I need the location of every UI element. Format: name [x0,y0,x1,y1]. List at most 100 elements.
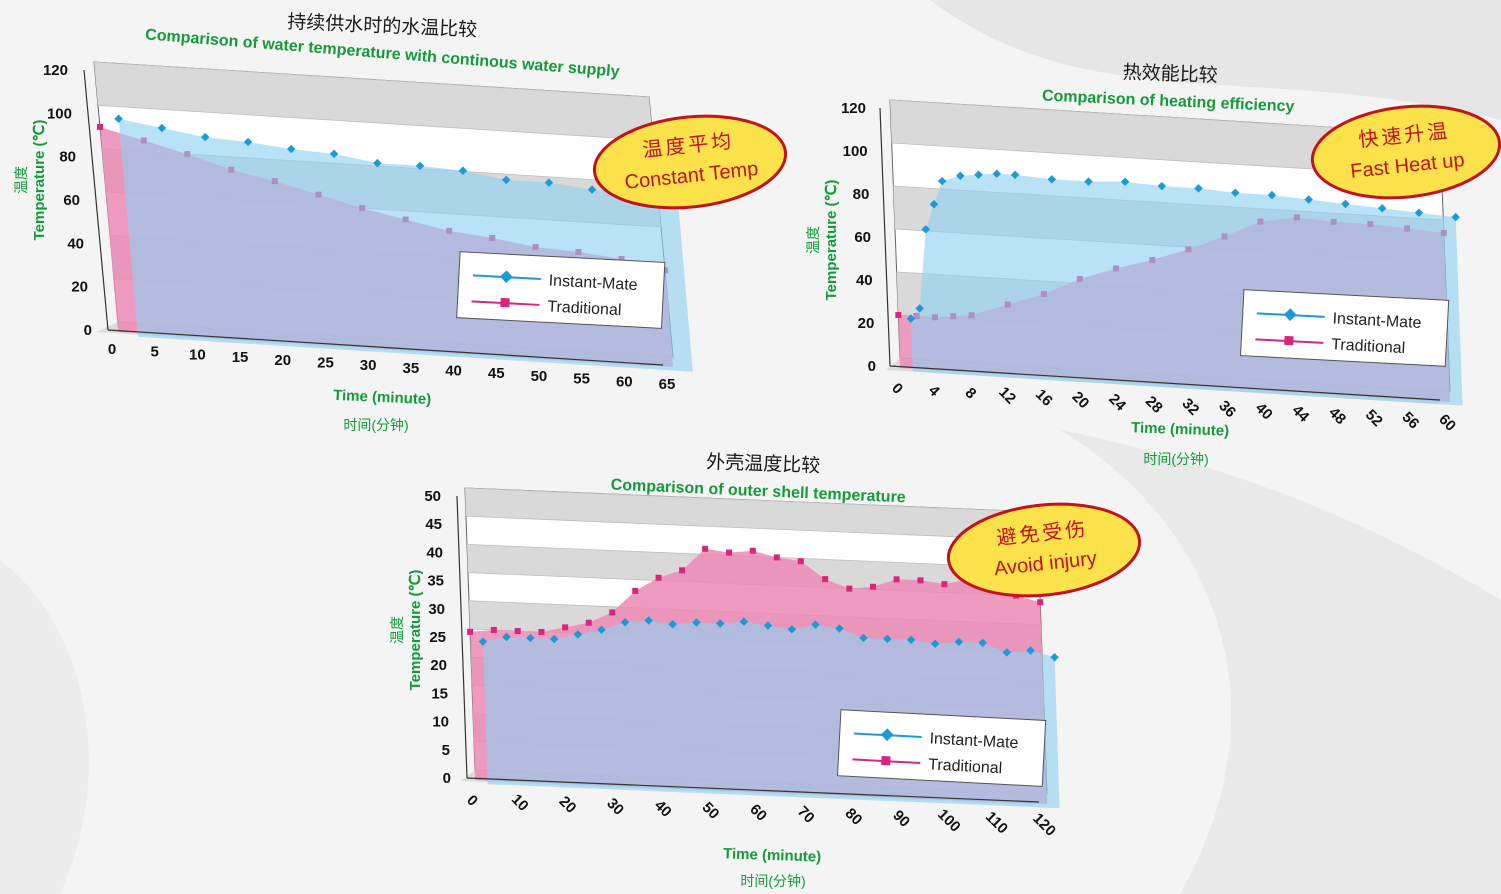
x-axis-line [889,365,1441,401]
x-axis-label: Time (minute) [723,845,822,865]
data-point-instant-mate [1231,188,1240,198]
y-tick-label: 45 [425,516,442,533]
x-tick-label: 35 [403,360,420,377]
y-axis-label: Temperature (℃) [823,180,840,301]
gridline [93,61,650,98]
data-point-traditional [726,549,733,556]
data-point-instant-mate [978,638,987,648]
data-point-instant-mate [544,178,554,187]
data-point-traditional [467,628,474,635]
data-point-traditional [538,629,545,635]
legend-marker-traditional [1284,335,1294,346]
x-tick-label: 20 [274,352,291,369]
y-axis-label: Temperature (℃) [407,570,424,691]
x-tick-label: 0 [463,792,481,810]
x-tick-label: 50 [699,799,723,823]
data-point-instant-mate [478,637,488,646]
data-point-instant-mate [200,132,210,142]
data-point-traditional [846,585,853,592]
y-tick-label: 80 [853,186,870,203]
x-tick-label: 16 [1032,386,1056,410]
y-tick-label: 60 [63,192,80,209]
x-tick-label: 60 [616,373,633,390]
y-tick-label: 100 [843,143,868,160]
data-point-instant-mate [929,199,939,209]
x-tick-label: 40 [1252,400,1276,424]
x-axis-line [107,329,664,366]
data-point-traditional [679,567,686,574]
data-point-instant-mate [921,225,930,234]
x-tick-label: 4 [925,382,943,400]
data-point-instant-mate [526,633,535,643]
water-temperature-chart: 持续供水时的水温比较 Comparison of water temperatu… [13,11,788,433]
x-tick-label: 40 [445,363,462,380]
x-tick-label: 55 [573,371,590,388]
legend-label-traditional: Traditional [1331,336,1406,357]
grid-band [465,488,1038,541]
legend-label-instant: Instant-Mate [548,272,638,294]
y-axis-line [456,495,468,779]
data-point-traditional [490,627,497,633]
legend-label-instant: Instant-Mate [1332,310,1422,332]
plot-area: 0 20 40 60 80 100 120 0 5 10 15 20 25 30 35 40 45 50 55 60 6… [43,61,693,393]
x-tick-label: 30 [360,357,377,374]
x-tick-label: 10 [189,346,206,363]
y-tick-label: 100 [47,105,72,122]
data-point-instant-mate [1377,204,1387,213]
data-point-instant-mate [915,304,924,313]
legend-marker-traditional [881,755,891,766]
plot-area: 0 5 10 15 20 25 30 35 40 45 50 0 10 20 30 40 50 60 70 80 90 1… [424,487,1060,840]
data-point-instant-mate [373,158,382,168]
data-point-traditional [585,619,592,626]
y-tick-label: 35 [427,573,444,590]
data-point-instant-mate [502,175,511,185]
data-point-traditional [632,587,639,594]
data-point-traditional [1037,599,1044,606]
data-point-instant-mate [644,616,653,625]
y-axis-line [83,69,109,331]
legend-label-traditional: Traditional [928,756,1003,777]
data-point-instant-mate [859,633,868,643]
data-point-instant-mate [937,176,947,186]
data-point-traditional [702,545,709,552]
data-point-instant-mate [1451,212,1460,222]
heating-efficiency-chart: 热效能比较 Comparison of heating efficiency 0… [805,61,1501,467]
data-point-traditional [609,609,616,616]
x-tick-label: 110 [982,808,1011,837]
x-tick-label: 0 [888,380,906,398]
y-axis-label-cn: 温度 [389,616,405,644]
x-tick-label: 10 [508,791,532,815]
x-tick-label: 80 [842,805,866,829]
data-point-traditional [893,576,900,583]
gridline [465,515,1039,541]
chart-title-cn: 持续供水时的水温比较 [287,11,478,41]
data-point-instant-mate [1010,170,1020,180]
data-point-traditional [917,577,924,584]
data-point-instant-mate [739,617,749,626]
legend-marker-instant [1283,308,1297,321]
data-point-traditional [749,547,756,554]
data-point-instant-mate [243,137,253,147]
y-tick-label: 0 [868,358,876,375]
badge-constant-temp: 温度平均 Constant Temp [592,114,788,210]
x-tick-label: 120 [1029,810,1059,840]
badge-avoid-injury: 避免受伤 Avoid injury [946,502,1142,598]
x-tick-label: 36 [1215,397,1239,421]
x-tick-label: 24 [1105,391,1129,415]
legend-marker-instant [880,728,894,742]
y-tick-label: 20 [71,279,88,296]
y-tick-label: 30 [428,601,445,618]
badge-fast-heat-up: 快速升温 Fast Heat up [1310,104,1501,200]
legend: Instant-Mate Traditional [836,709,1047,787]
data-point-instant-mate [954,637,964,647]
data-point-traditional [773,554,780,561]
x-tick-label: 52 [1362,406,1386,430]
x-tick-label: 28 [1142,393,1166,417]
data-point-instant-mate [906,635,916,645]
x-tick-label: 20 [1069,388,1093,412]
x-tick-label: 70 [794,803,818,827]
x-tick-label: 20 [556,793,580,817]
x-tick-label: 45 [488,365,505,382]
